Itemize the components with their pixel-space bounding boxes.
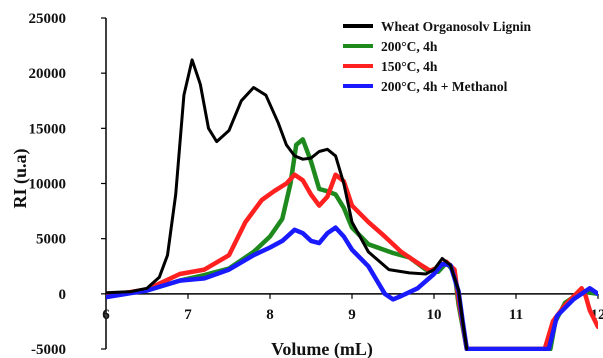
legend-label-2: 200°C, 4h bbox=[381, 39, 438, 54]
y-tick-label: -5000 bbox=[31, 342, 66, 358]
legend-label-3: 150°C, 4h bbox=[381, 59, 438, 74]
y-tick-label: 0 bbox=[59, 287, 67, 303]
series-line-4 bbox=[106, 225, 598, 351]
x-tick-label: 6 bbox=[102, 307, 110, 323]
y-tick-label: 5000 bbox=[36, 232, 66, 248]
x-tick-label: 7 bbox=[184, 307, 192, 323]
legend-label-4: 200°C, 4h + Methanol bbox=[381, 79, 508, 94]
y-tick-label: 10000 bbox=[29, 177, 67, 193]
x-axis-title: Volume (mL) bbox=[271, 339, 373, 358]
x-tick-label: 8 bbox=[266, 307, 274, 323]
legend-label-1: Wheat Organosolv Lignin bbox=[381, 19, 532, 34]
x-tick-label: 11 bbox=[509, 307, 523, 323]
y-tick-label: 25000 bbox=[29, 11, 67, 27]
series-line-3 bbox=[106, 172, 598, 351]
series-line-1 bbox=[106, 58, 469, 351]
y-tick-label: 15000 bbox=[29, 121, 67, 137]
x-tick-label: 9 bbox=[348, 307, 356, 323]
x-tick-label: 10 bbox=[427, 307, 442, 323]
y-tick-label: 20000 bbox=[29, 66, 67, 82]
y-axis-title: RI (u.a) bbox=[10, 148, 31, 208]
